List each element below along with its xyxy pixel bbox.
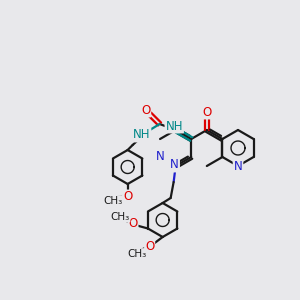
Text: O: O [123,190,132,203]
Text: CH₃: CH₃ [103,196,122,206]
Text: O: O [128,217,137,230]
Text: NH: NH [166,119,183,133]
Text: NH: NH [133,128,150,142]
Text: N: N [156,149,164,163]
Text: N: N [234,160,242,172]
Text: O: O [141,103,150,116]
Text: CH₃: CH₃ [127,249,146,259]
Text: N: N [170,158,179,172]
Text: O: O [145,241,154,254]
Text: CH₃: CH₃ [110,212,130,221]
Text: O: O [202,106,212,118]
